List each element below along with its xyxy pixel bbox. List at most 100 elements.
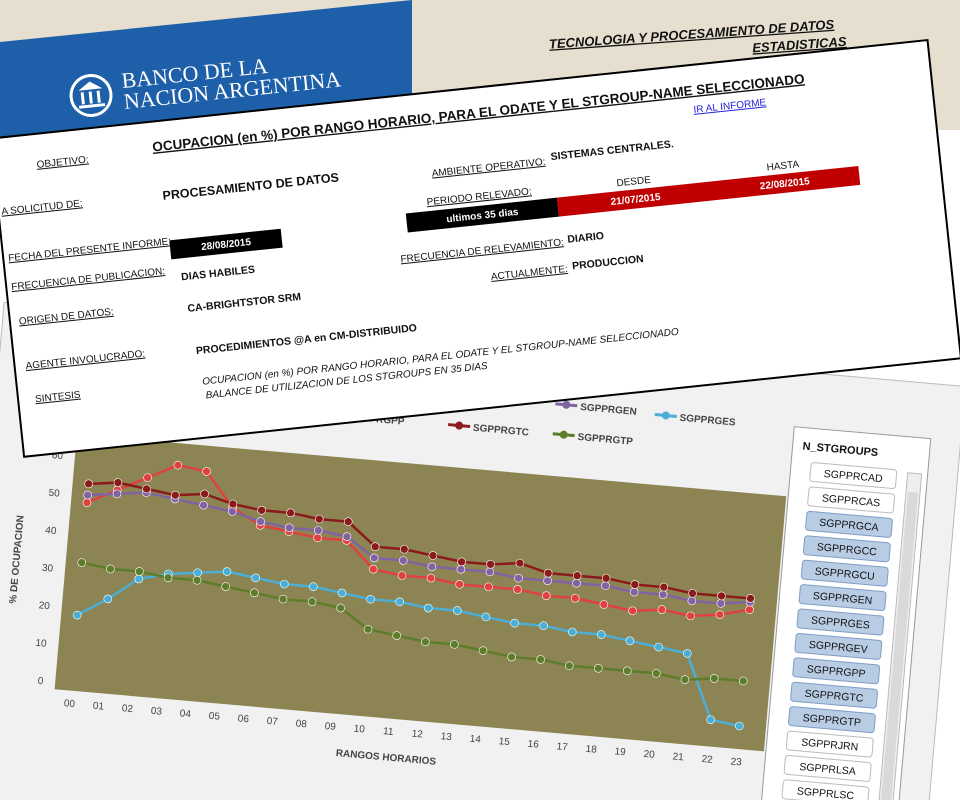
data-point (313, 533, 322, 543)
data-point (628, 606, 637, 616)
data-point (593, 664, 603, 673)
data-point (601, 573, 611, 583)
data-point (336, 603, 345, 613)
legend-label: SGPPRGEN (580, 402, 637, 418)
slicer-item[interactable] (802, 535, 891, 563)
legend-label: SGPPRGTC (472, 423, 529, 439)
data-point (221, 582, 231, 591)
data-point (202, 467, 211, 476)
slicer-item-label[interactable]: SGPPRGTP (802, 712, 861, 729)
slicer-item[interactable] (787, 706, 876, 734)
data-point (622, 666, 632, 676)
slicer-item[interactable] (809, 462, 898, 490)
x-tick-label: 23 (730, 756, 742, 768)
data-point (170, 490, 180, 500)
slicer-item-label[interactable]: SGPPRJRN (801, 737, 859, 754)
data-point (601, 581, 610, 591)
legend-marker (455, 421, 464, 430)
data-point (746, 594, 755, 603)
slicer-item[interactable] (807, 486, 896, 514)
slicer-item-label[interactable]: SGPPRGEV (808, 639, 868, 656)
data-point (657, 605, 667, 614)
series-line (81, 561, 744, 683)
slicer-item-label[interactable]: SGPPRGES (810, 614, 870, 631)
slicer-item[interactable] (805, 510, 893, 538)
data-point (572, 578, 581, 588)
slicer-item-label[interactable]: SGPPRGCC (816, 541, 877, 558)
slicer-item[interactable] (798, 584, 887, 612)
field-label: SINTESIS (35, 390, 82, 406)
slicer-item[interactable] (796, 608, 885, 636)
slicer-item[interactable] (790, 681, 878, 709)
data-point (543, 576, 552, 585)
slicer-item-label[interactable]: SGPPRLSC (796, 785, 854, 800)
x-tick-label: 22 (701, 754, 713, 766)
data-point (688, 589, 697, 598)
legend-marker (661, 411, 670, 420)
data-point (735, 721, 744, 731)
data-point (680, 675, 690, 684)
field-value: 22/08/2015 (759, 176, 810, 192)
data-point (421, 637, 430, 647)
data-point (77, 558, 87, 567)
slicer-item-label[interactable]: SGPPRGCU (814, 566, 875, 583)
slicer-item-label[interactable]: SGPPRGTC (804, 688, 864, 705)
data-point (192, 575, 202, 585)
data-point (629, 587, 639, 597)
x-tick-label: 10 (353, 724, 365, 736)
data-point (134, 574, 144, 584)
y-tick-label: 0 (37, 676, 44, 687)
period-box (405, 197, 559, 233)
slicer-item[interactable] (792, 657, 881, 685)
slicer-item[interactable] (785, 730, 874, 758)
data-point (200, 489, 209, 499)
slicer-item-label[interactable]: SGPPRGCA (819, 517, 879, 534)
data-point (541, 591, 551, 600)
date-range-box (556, 165, 861, 217)
chart-panel: % DE OCUPACION RANGOS HORARIOS N_STGROUP… (0, 301, 960, 800)
slicer-item[interactable] (800, 559, 889, 587)
data-point (142, 484, 151, 494)
x-tick-label: 20 (643, 749, 655, 761)
data-point (83, 490, 92, 500)
scroll-thumb[interactable] (881, 491, 919, 800)
date-box (169, 228, 283, 260)
data-point (424, 603, 433, 613)
slicer-item-label[interactable]: SGPPRCAS (821, 492, 880, 509)
data-point (427, 562, 437, 572)
field-value: 28/08/2015 (201, 237, 252, 253)
data-point (658, 590, 668, 599)
data-point (313, 526, 323, 535)
slicer-item[interactable] (794, 632, 883, 660)
data-point (342, 532, 352, 541)
slicer-item-label[interactable]: SGPPRCAD (823, 468, 883, 485)
data-point (227, 507, 237, 516)
x-tick-label: 15 (498, 736, 510, 748)
slicer-item[interactable] (781, 779, 870, 800)
x-tick-label: 00 (63, 698, 75, 710)
series-line (88, 481, 751, 600)
slicer-item-label[interactable]: SGPPRGPP (806, 663, 866, 680)
data-point (343, 517, 353, 526)
data-point (507, 652, 516, 662)
series-line (76, 570, 740, 728)
x-tick-label: 01 (92, 701, 104, 713)
y-tick-label: 10 (35, 638, 47, 650)
x-tick-label: 07 (266, 716, 278, 728)
data-point (84, 479, 93, 489)
legend-label: SGPPRGES (679, 413, 736, 429)
data-point (510, 618, 519, 628)
data-point (103, 594, 113, 604)
x-tick-label: 05 (208, 711, 220, 723)
data-point (280, 579, 289, 589)
slicer-item-label[interactable]: SGPPRLSA (799, 761, 856, 778)
slicer-item-label[interactable]: SGPPRGEN (812, 590, 872, 607)
data-point (539, 621, 548, 631)
section: ESTADISTICAS (752, 34, 848, 56)
data-point (256, 517, 265, 526)
field-label: DESDE (616, 175, 652, 190)
data-point (514, 573, 523, 583)
slicer-item[interactable] (783, 754, 872, 782)
